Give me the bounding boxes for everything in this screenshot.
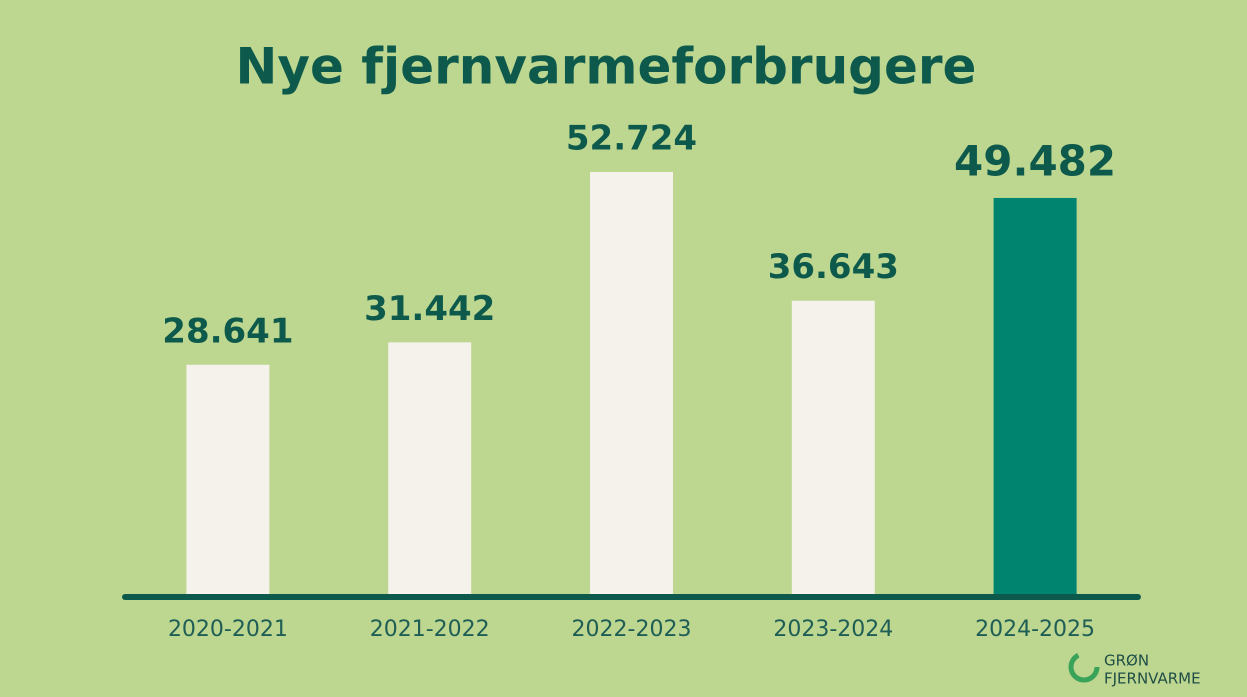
value-label: 28.641	[162, 311, 293, 351]
x-tick-label: 2021-2022	[370, 617, 490, 642]
bar	[186, 364, 270, 594]
value-label: 36.643	[768, 247, 899, 287]
logo-text: GRØN	[1104, 652, 1149, 670]
chart-title: Nye fjernvarmeforbrugere	[236, 38, 977, 96]
value-label: 49.482	[954, 136, 1116, 185]
value-label: 52.724	[566, 119, 697, 159]
bar	[590, 172, 673, 594]
value-label: 31.442	[364, 289, 495, 329]
logo-text: FJERNVARME	[1104, 670, 1201, 688]
x-tick-label: 2023-2024	[773, 617, 893, 642]
bar	[791, 300, 875, 594]
bar	[388, 342, 472, 594]
logo-mark	[1068, 651, 1100, 683]
x-tick-label: 2020-2021	[168, 617, 288, 642]
bar	[993, 197, 1077, 594]
x-tick-label: 2024-2025	[975, 617, 1095, 642]
logo: GRØN FJERNVARME	[1068, 651, 1201, 688]
x-tick-label: 2022-2023	[572, 617, 692, 642]
